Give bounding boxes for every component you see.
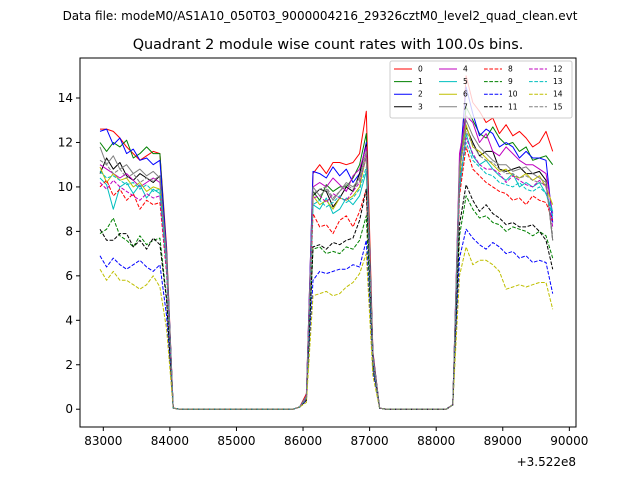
y-tick-label: 6 [65, 269, 73, 283]
x-tick-label: 83000 [84, 434, 122, 448]
x-tick-label: 90000 [550, 434, 588, 448]
y-axis: 0 2 4 6 8 10 12 14 [58, 91, 80, 416]
x-tick-label: 84000 [151, 434, 189, 448]
chart-title: Quadrant 2 module wise count rates with … [133, 37, 524, 53]
legend-label-4: 4 [463, 65, 468, 74]
x-tick-label: 88000 [417, 434, 455, 448]
legend-label-7: 7 [463, 102, 468, 111]
y-tick-label: 12 [58, 135, 73, 149]
legend-label-2: 2 [418, 90, 423, 99]
series-line-0 [100, 75, 554, 410]
legend-label-0: 0 [418, 65, 423, 74]
legend-label-14: 14 [553, 90, 563, 99]
plot-series-layer [99, 75, 554, 410]
x-tick-label: 89000 [484, 434, 522, 448]
series-line-11 [99, 184, 554, 410]
legend-label-13: 13 [553, 77, 563, 86]
legend-label-12: 12 [553, 65, 563, 74]
legend-label-6: 6 [463, 90, 468, 99]
legend-label-5: 5 [463, 77, 468, 86]
y-tick-label: 0 [65, 402, 73, 416]
series-line-15 [99, 130, 554, 410]
y-tick-label: 10 [58, 180, 73, 194]
legend-label-15: 15 [553, 102, 563, 111]
legend-box [389, 60, 573, 119]
plot-frame [79, 57, 577, 428]
x-tick-label: 86000 [284, 434, 322, 448]
legend-label-8: 8 [508, 65, 513, 74]
y-tick-label: 2 [65, 358, 73, 372]
legend-label-1: 1 [418, 77, 423, 86]
x-tick-label: 85000 [217, 434, 255, 448]
chart-suptitle: Data file: modeM0/AS1A10_050T03_90000042… [63, 9, 578, 23]
y-tick-label: 8 [65, 224, 73, 238]
legend-label-11: 11 [508, 102, 518, 111]
x-axis-offset-label: +3.522e8 [517, 455, 576, 469]
series-line-7 [99, 119, 554, 410]
x-tick-label: 87000 [351, 434, 389, 448]
y-tick-label: 4 [65, 313, 73, 327]
legend-label-3: 3 [418, 102, 423, 111]
y-tick-label: 14 [58, 91, 73, 105]
legend-label-9: 9 [508, 77, 513, 86]
legend-label-10: 10 [508, 90, 518, 99]
x-axis: 83000 84000 85000 86000 87000 88000 89000 90000 [84, 427, 588, 448]
